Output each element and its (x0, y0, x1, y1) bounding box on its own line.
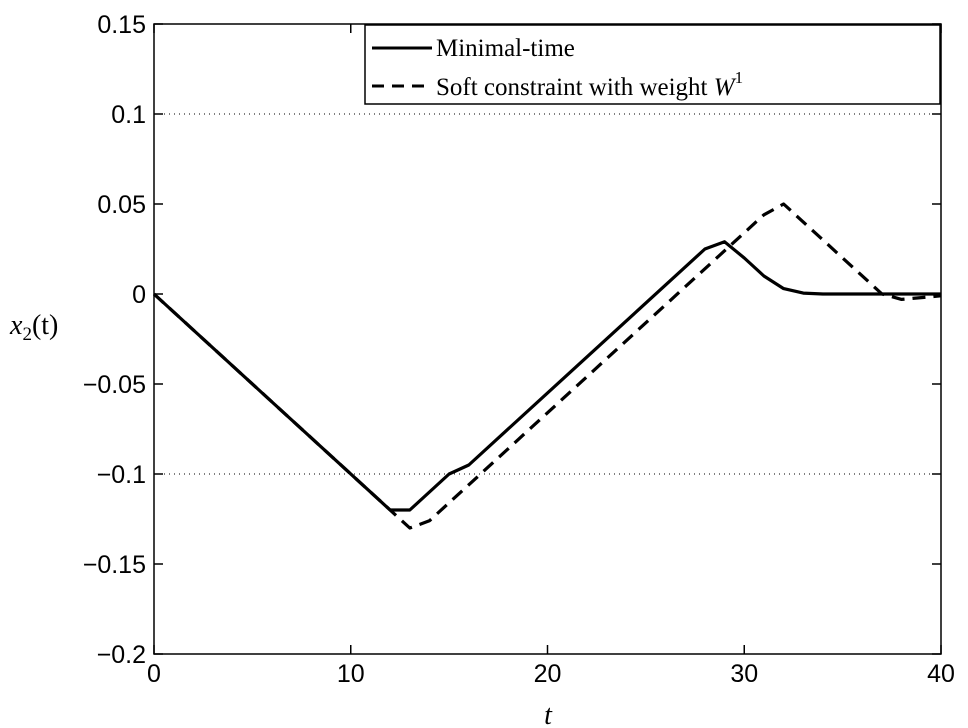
legend-label-soft-constraint: Soft constraint with weight W1 (436, 68, 743, 101)
legend-label-soft-text: Soft constraint with weight (436, 74, 714, 101)
legend-box (364, 24, 941, 105)
x-tick-label-1: 10 (337, 660, 365, 688)
y-tick-label-5: −0.1 (97, 461, 146, 489)
y-tick-label-2: 0.05 (97, 191, 146, 219)
x-tick-label-4: 40 (927, 660, 955, 688)
x-tick-label-3: 30 (730, 660, 758, 688)
x-axis-label: t (544, 700, 553, 728)
y-tick-label-0: 0.15 (97, 11, 146, 39)
series-line-1 (152, 202, 942, 530)
x-tick-label-0: 0 (147, 660, 161, 688)
x-tick-label-2: 20 (534, 660, 562, 688)
legend: Minimal-time Soft constraint with weight… (364, 24, 941, 105)
y-tick-label-3: 0 (132, 281, 146, 309)
y-axis-label-main: x (9, 310, 23, 341)
y-tick-label-7: −0.2 (97, 641, 146, 669)
y-tick-label-1: 0.1 (111, 101, 146, 129)
series-line-0 (152, 240, 941, 512)
legend-label-soft-sup: 1 (735, 68, 744, 87)
y-axis-label-arg: (t) (32, 310, 58, 341)
y-axis-label: x2(t) (9, 310, 58, 345)
y-tick-label-4: −0.05 (83, 371, 146, 399)
legend-label-minimal-time: Minimal-time (436, 35, 575, 62)
series-layer (152, 202, 942, 530)
y-axis-label-sub: 2 (22, 324, 32, 345)
legend-label-soft-var: W (714, 74, 737, 101)
gridlines (154, 113, 941, 475)
y-tick-label-6: −0.15 (83, 551, 146, 579)
tick-labels: 0 10 20 30 40 0.15 0.1 0.05 0 −0.05 −0.1 −0.15 −0.2 (83, 11, 955, 688)
plot-area (154, 24, 941, 654)
